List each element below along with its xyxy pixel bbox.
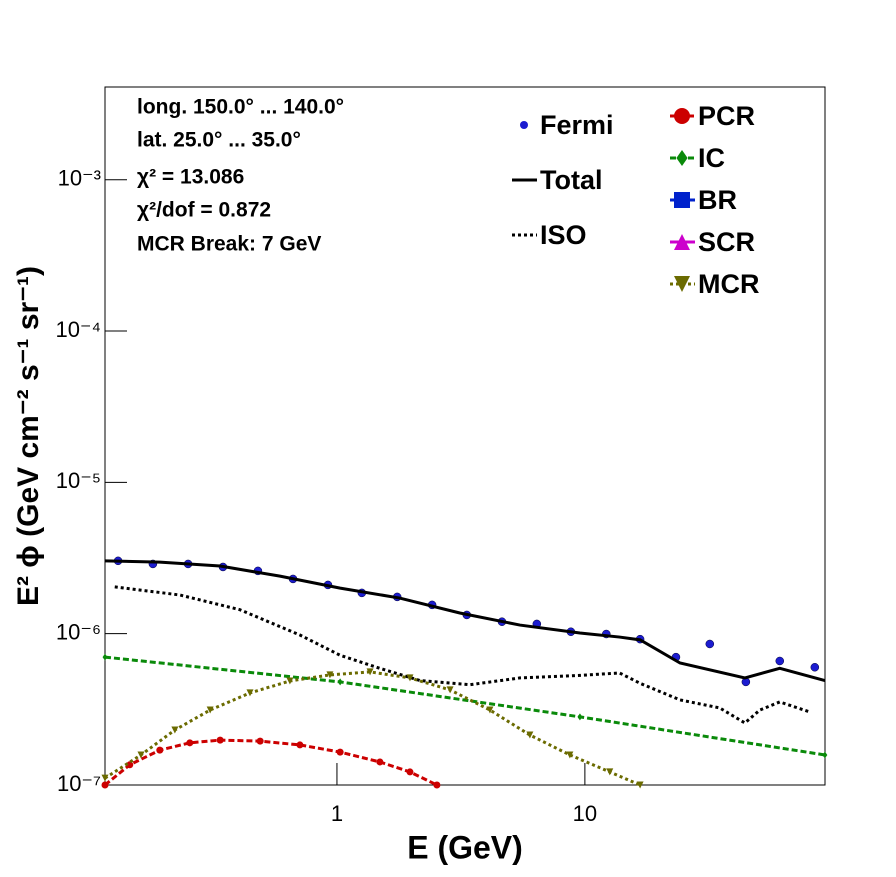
- legend-label: MCR: [698, 269, 760, 299]
- data-point: [566, 751, 574, 759]
- legend-marker: [674, 276, 690, 292]
- x-tick-label: 1: [331, 801, 343, 826]
- data-point: [326, 671, 334, 679]
- y-tick-label: 10⁻⁴: [55, 317, 101, 342]
- annotation: lat. 25.0° ... 35.0°: [137, 129, 301, 152]
- legend-label: Total: [540, 165, 603, 195]
- y-tick-label: 10⁻³: [58, 166, 101, 191]
- series-line: [104, 655, 826, 757]
- data-point: [102, 653, 108, 661]
- legend-label: Fermi: [540, 110, 614, 140]
- x-tick-label: 10: [573, 801, 597, 826]
- plot-frame: [104, 86, 826, 786]
- data-point: [186, 739, 194, 747]
- data-point: [526, 731, 534, 739]
- y-tick-label: 10⁻⁷: [57, 771, 101, 796]
- legend-marker: [674, 108, 690, 124]
- data-point: [810, 663, 820, 672]
- data-point: [256, 737, 264, 745]
- annotation: χ²/dof = 0.872: [137, 199, 271, 222]
- data-point: [101, 781, 109, 789]
- data-point: [156, 746, 164, 754]
- data-point: [296, 741, 304, 749]
- legend-marker: [674, 234, 690, 250]
- data-point: [216, 736, 224, 744]
- y-axis-label: E² ϕ (GeV cm⁻² s⁻¹ sr⁻¹): [12, 266, 45, 606]
- data-point: [337, 678, 343, 686]
- y-tick-label: 10⁻⁵: [56, 468, 101, 493]
- x-axis-label: E (GeV): [407, 829, 523, 865]
- annotation: long. 150.0° ... 140.0°: [137, 96, 344, 119]
- data-point: [822, 751, 828, 759]
- legend-marker: [520, 121, 528, 129]
- data-point: [246, 689, 254, 697]
- data-point: [577, 713, 583, 721]
- data-point: [101, 774, 109, 782]
- legend-label: IC: [698, 143, 725, 173]
- series-line: [114, 585, 811, 725]
- data-point: [366, 668, 374, 676]
- data-point: [486, 706, 494, 714]
- data-point: [206, 706, 214, 714]
- data-point: [636, 781, 644, 789]
- data-point: [286, 677, 294, 685]
- data-point: [376, 758, 384, 766]
- data-point: [336, 748, 344, 756]
- legend-marker: [676, 150, 688, 166]
- data-point: [137, 751, 145, 759]
- legend-label: PCR: [698, 101, 755, 131]
- series-line: [104, 559, 826, 683]
- legend-label: ISO: [540, 220, 587, 250]
- data-point: [606, 768, 614, 776]
- data-point: [433, 781, 441, 789]
- legend-label: SCR: [698, 227, 755, 257]
- data-point: [446, 686, 454, 694]
- data-point: [406, 768, 414, 776]
- data-point: [775, 656, 785, 666]
- legend-label: BR: [698, 185, 737, 215]
- legend-marker: [674, 192, 690, 208]
- series-line: [104, 670, 641, 787]
- annotation: χ² = 13.086: [137, 166, 244, 189]
- data-point: [126, 761, 134, 769]
- annotation: MCR Break: 7 GeV: [137, 233, 321, 256]
- data-point: [406, 674, 414, 682]
- data-point: [171, 726, 179, 734]
- data-point: [705, 639, 715, 649]
- y-tick-label: 10⁻⁶: [56, 619, 101, 644]
